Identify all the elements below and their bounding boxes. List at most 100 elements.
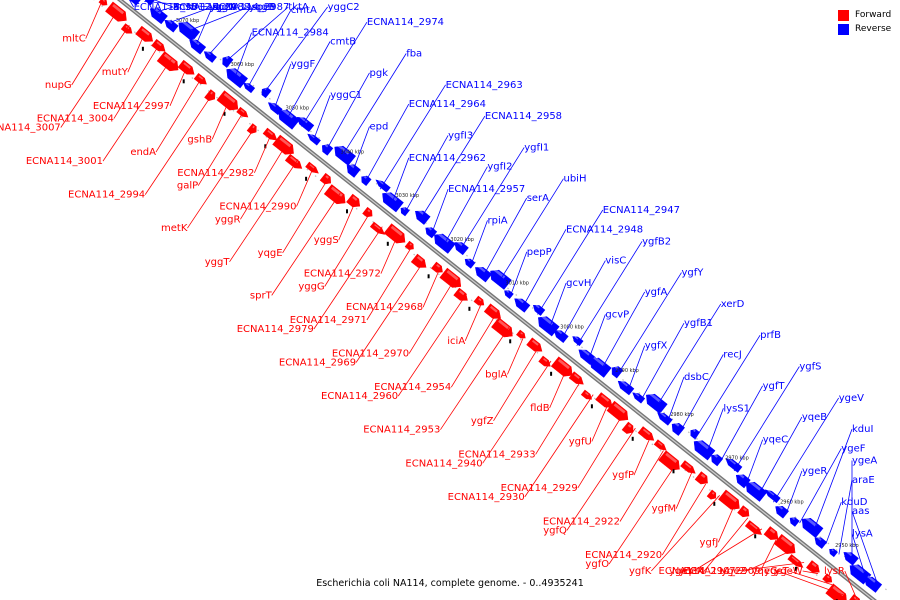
feature-mark	[590, 404, 593, 409]
tick-label: 3050 kbp	[286, 106, 310, 112]
gene-label: ygfO	[585, 559, 609, 570]
leader-line	[507, 338, 524, 375]
gene-label: ygeR	[802, 466, 827, 477]
gene-arrow	[149, 6, 168, 25]
gene-arrow	[122, 0, 145, 6]
gene-label: ECNA114_2920	[585, 550, 662, 561]
gene-arrow	[801, 516, 824, 538]
gene-label: galP	[177, 181, 198, 192]
leader-line	[812, 429, 853, 534]
leader-line	[524, 394, 594, 498]
gene-arrow	[404, 240, 414, 250]
gene-label: dsbC	[684, 372, 709, 383]
gene-arrow	[204, 89, 216, 102]
gene-arrow	[222, 56, 234, 68]
leader-line	[694, 334, 761, 440]
leader-line	[703, 517, 749, 572]
gene-arrow	[632, 392, 646, 404]
gene-label: tktA	[288, 2, 309, 13]
gene-arrow	[151, 38, 166, 52]
gene-arrow	[864, 575, 883, 593]
leader-line	[633, 439, 650, 476]
leader-line	[271, 192, 341, 296]
feature-mark	[141, 46, 144, 51]
gene-tracks	[93, 0, 891, 600]
leader-line	[576, 241, 643, 346]
gene-label: ECNA114_2974	[367, 17, 444, 28]
reverse-swatch	[838, 23, 849, 35]
gene-label: lysR	[824, 566, 845, 577]
gene-arrow	[572, 336, 584, 347]
gene-arrow	[323, 184, 346, 205]
feature-mark	[346, 209, 348, 214]
feature-mark	[427, 274, 430, 279]
feature-mark	[672, 469, 675, 474]
gene-label: ECNA114_2979	[237, 324, 314, 335]
gene-label: ygfP	[612, 470, 634, 481]
gene-arrow	[617, 380, 635, 396]
leader-line	[825, 502, 842, 545]
gene-label: ECNA114_2994	[68, 190, 145, 201]
gene-arrow	[737, 505, 750, 518]
leader-line	[628, 345, 646, 388]
gene-label: ECNA114_2990	[219, 202, 296, 213]
gene-arrow	[718, 489, 740, 510]
gene-arrow	[375, 179, 391, 193]
gene-label: ygeV	[839, 393, 864, 404]
gene-arrow	[744, 520, 762, 535]
gene-label: yqgE	[258, 248, 283, 259]
gene-label: ECNA114_2909	[683, 566, 760, 577]
gene-label: ECNA114_2953	[363, 425, 440, 436]
leader-line	[668, 376, 685, 419]
leader-line	[550, 282, 567, 325]
gene-label: ECNA114_2963	[446, 80, 523, 91]
gene-label: endA	[130, 147, 156, 158]
gene-arrow	[745, 480, 768, 502]
gene-arrow	[606, 400, 629, 421]
gene-arrow	[383, 223, 406, 244]
leader-line	[127, 36, 144, 73]
leader-line	[113, 47, 158, 119]
leader-line	[537, 209, 604, 315]
gene-label: yqeB	[802, 412, 827, 423]
gene-arrow	[538, 314, 560, 337]
leader-line	[301, 21, 368, 127]
gene-label: mltC	[62, 34, 85, 45]
gene-arrow	[135, 25, 154, 42]
leader-line	[482, 360, 552, 464]
gene-label: gcvH	[566, 278, 591, 289]
leader-line	[275, 63, 292, 106]
gene-arrow	[400, 207, 410, 217]
gene-label: yggC2	[328, 2, 360, 13]
leader-line	[144, 1, 210, 8]
gene-label: cmtB	[330, 37, 356, 48]
gene-arrow	[764, 489, 781, 504]
tick-label: 3070 kbp	[176, 18, 200, 24]
gene-label: ygfS	[799, 362, 821, 373]
leader-line	[844, 570, 858, 600]
gene-label: ygeY	[669, 566, 694, 577]
leader-line	[851, 533, 866, 576]
gene-label: visC	[605, 256, 626, 267]
gene-arrow	[483, 303, 501, 319]
gene-arrow	[305, 161, 319, 174]
gene-arrow	[595, 392, 613, 408]
leader-line	[196, 6, 213, 44]
gene-arrow	[362, 206, 373, 218]
gene-arrow	[491, 317, 513, 338]
leader-line	[366, 248, 411, 321]
leader-line	[535, 383, 580, 455]
gene-label: ECNA114_3004	[37, 114, 114, 125]
gene-arrow	[236, 106, 249, 118]
gene-arrow	[369, 221, 386, 235]
leader-line	[340, 53, 407, 159]
gene-arrow	[120, 23, 133, 34]
gene-arrow	[646, 392, 668, 414]
label-leader-lines	[60, 0, 879, 600]
feature-mark	[264, 144, 267, 149]
leader-line	[353, 126, 370, 169]
leader-line	[261, 6, 328, 96]
gene-arrow	[580, 389, 593, 400]
gene-arrow	[319, 172, 331, 185]
